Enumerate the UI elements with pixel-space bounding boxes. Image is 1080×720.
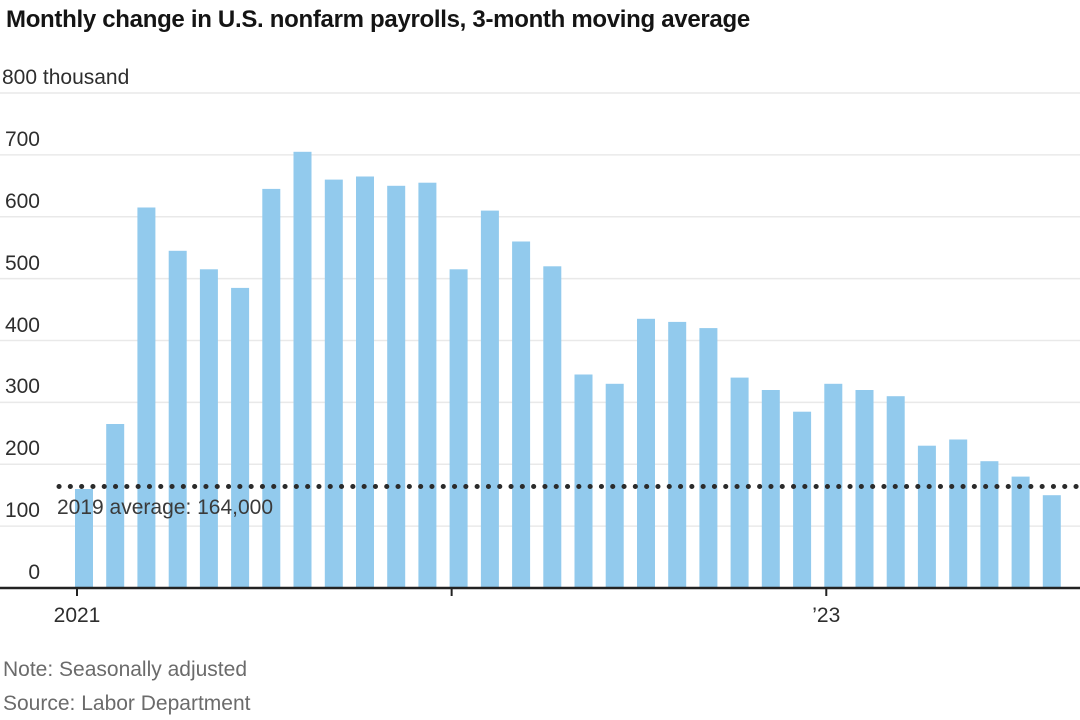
bar	[231, 287, 250, 589]
bar	[387, 185, 406, 590]
bar	[699, 328, 718, 589]
bar	[1042, 495, 1061, 589]
bar	[168, 250, 187, 590]
bar	[886, 396, 905, 589]
bar	[480, 210, 499, 589]
bar	[761, 390, 780, 589]
y-axis-label: 700	[4, 127, 40, 151]
bar	[418, 182, 437, 589]
bar	[199, 269, 218, 589]
y-axis-label: 500	[4, 251, 40, 275]
chart-note: Note: Seasonally adjusted	[3, 658, 247, 681]
bar	[75, 489, 93, 589]
y-axis-label: 100	[4, 499, 40, 523]
bar	[293, 151, 312, 590]
bar	[106, 424, 125, 589]
bar	[793, 411, 812, 589]
y-axis-label: 200	[4, 437, 40, 461]
y-axis-label: 400	[4, 313, 40, 337]
bar	[730, 377, 749, 589]
bar	[980, 461, 999, 589]
x-axis-label: ’23	[812, 604, 841, 627]
bar	[637, 318, 655, 589]
bar	[137, 207, 156, 589]
bar	[917, 445, 936, 589]
bar	[356, 176, 374, 589]
bar	[512, 241, 531, 589]
bar	[668, 321, 687, 589]
bar	[543, 266, 562, 590]
reference-line-label: 2019 average: 164,000	[57, 496, 274, 519]
bar	[324, 179, 343, 589]
bar	[949, 439, 968, 589]
bar	[574, 374, 593, 589]
chart-title: Monthly change in U.S. nonfarm payrolls,…	[6, 6, 750, 33]
y-axis-label: 300	[4, 375, 40, 399]
x-axis-layer	[0, 586, 1080, 596]
bar	[449, 269, 468, 589]
y-axis-label: 0	[28, 561, 40, 584]
chart-source: Source: Labor Department	[3, 692, 251, 715]
bar	[1011, 476, 1030, 589]
bar	[262, 188, 281, 589]
bars-layer	[75, 151, 1061, 590]
x-axis-label: 2021	[53, 604, 101, 627]
bar	[824, 383, 843, 589]
y-axis-label: 800 thousand	[2, 66, 130, 89]
bar	[855, 390, 874, 589]
y-axis-label: 600	[4, 189, 40, 213]
